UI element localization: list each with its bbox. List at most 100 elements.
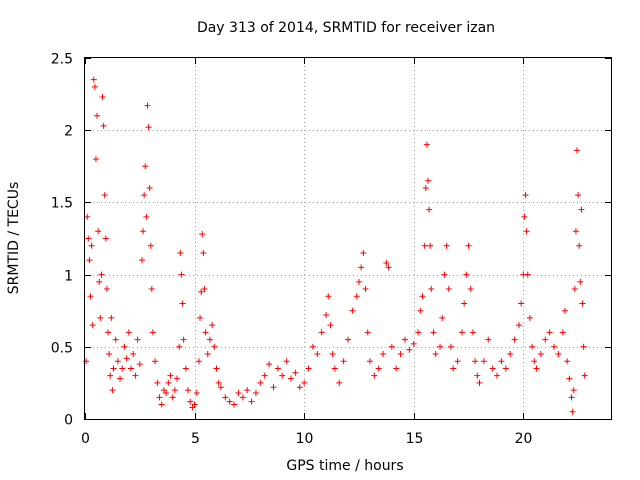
data-point xyxy=(309,343,316,350)
data-point xyxy=(323,312,330,319)
data-point xyxy=(146,184,153,191)
data-point xyxy=(572,228,579,235)
data-point xyxy=(358,264,365,271)
data-point xyxy=(458,329,465,336)
data-point xyxy=(366,358,373,365)
data-point xyxy=(288,375,295,382)
data-point xyxy=(410,340,417,347)
data-point xyxy=(421,242,428,249)
data-point xyxy=(579,300,586,307)
data-point xyxy=(524,271,531,278)
y-axis-label: SRMTID / TECUs xyxy=(6,182,22,295)
data-point xyxy=(110,365,117,372)
data-point xyxy=(461,300,468,307)
data-point xyxy=(580,343,587,350)
data-point xyxy=(176,343,183,350)
x-tick-label: 10 xyxy=(296,431,314,447)
data-point xyxy=(209,322,216,329)
data-point xyxy=(109,387,116,394)
data-point xyxy=(85,235,92,242)
data-point xyxy=(257,379,264,386)
data-point xyxy=(329,351,336,358)
data-point xyxy=(336,379,343,386)
data-point xyxy=(200,249,207,256)
data-point xyxy=(88,242,95,249)
data-point xyxy=(555,351,562,358)
data-point xyxy=(132,372,139,379)
data-point xyxy=(239,394,246,401)
data-point xyxy=(383,260,390,267)
data-point xyxy=(428,286,435,293)
x-tick-label: 15 xyxy=(406,431,424,447)
data-point xyxy=(533,365,540,372)
data-point xyxy=(142,163,149,170)
data-point xyxy=(270,384,277,391)
data-point xyxy=(568,394,575,401)
data-point xyxy=(244,387,251,394)
data-point xyxy=(191,401,198,408)
data-point xyxy=(463,271,470,278)
data-point xyxy=(515,322,522,329)
data-point xyxy=(102,235,109,242)
data-point xyxy=(92,156,99,163)
y-tick-label: 2 xyxy=(64,124,73,140)
data-point xyxy=(198,288,205,295)
data-point xyxy=(213,365,220,372)
data-point xyxy=(90,76,97,83)
data-point xyxy=(201,286,208,293)
data-point xyxy=(529,343,536,350)
chart-title: Day 313 of 2014, SRMTID for receiver iza… xyxy=(197,20,495,36)
data-point xyxy=(134,336,141,343)
y-tick-label: 1.5 xyxy=(51,196,73,212)
data-point xyxy=(163,390,170,397)
data-point xyxy=(385,264,392,271)
x-tick-label: 20 xyxy=(515,431,533,447)
data-point xyxy=(570,387,577,394)
data-point xyxy=(507,351,514,358)
data-point xyxy=(430,329,437,336)
data-point xyxy=(469,329,476,336)
data-point xyxy=(222,394,229,401)
data-point xyxy=(94,112,101,119)
data-point xyxy=(571,286,578,293)
data-point xyxy=(574,147,581,154)
data-point xyxy=(154,379,161,386)
data-point xyxy=(406,346,413,353)
data-point xyxy=(143,213,150,220)
data-point xyxy=(152,358,159,365)
data-point xyxy=(318,329,325,336)
data-point xyxy=(375,365,382,372)
data-point xyxy=(380,351,387,358)
data-point xyxy=(165,379,172,386)
data-point xyxy=(388,343,395,350)
data-point xyxy=(472,358,479,365)
data-point xyxy=(215,379,222,386)
data-point xyxy=(180,336,187,343)
data-point xyxy=(521,213,528,220)
data-point xyxy=(362,286,369,293)
data-point xyxy=(123,355,130,362)
data-point xyxy=(261,372,268,379)
data-point xyxy=(125,329,132,336)
data-point xyxy=(566,375,573,382)
data-point xyxy=(128,365,135,372)
data-point xyxy=(371,372,378,379)
data-point xyxy=(252,390,259,397)
data-point xyxy=(193,390,200,397)
data-point xyxy=(149,329,156,336)
data-point xyxy=(121,343,128,350)
data-point xyxy=(108,314,115,321)
data-point xyxy=(266,361,273,368)
data-point xyxy=(195,358,202,365)
x-tick-label: 0 xyxy=(81,431,90,447)
data-point xyxy=(119,365,126,372)
data-point xyxy=(106,351,113,358)
data-point xyxy=(489,365,496,372)
plot-frame xyxy=(84,57,612,420)
data-point xyxy=(105,329,112,336)
data-point xyxy=(423,141,430,148)
data-point xyxy=(231,401,238,408)
data-point xyxy=(138,257,145,264)
data-point xyxy=(569,408,576,415)
data-point xyxy=(511,336,518,343)
